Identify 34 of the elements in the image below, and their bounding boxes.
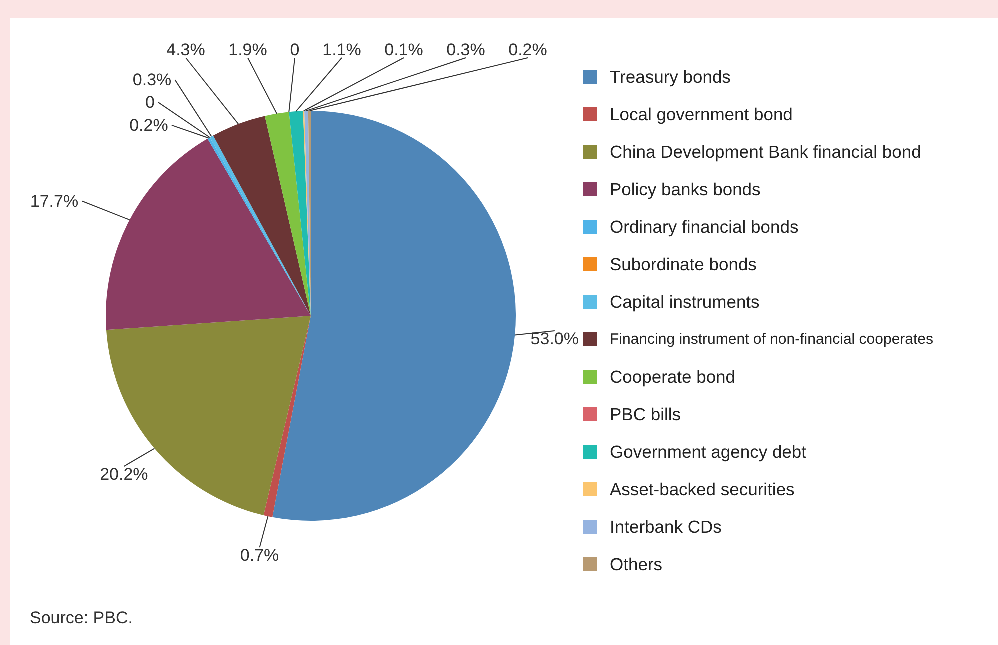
data-label: 53.0% <box>530 330 580 349</box>
legend-label: Local government bond <box>610 104 793 124</box>
data-label: 1.9% <box>228 40 268 60</box>
data-label: 1.1% <box>322 40 362 60</box>
legend-label: PBC bills <box>610 404 682 424</box>
legend-label: Cooperate bond <box>610 367 736 387</box>
pie-slice <box>265 112 311 316</box>
pie-slice <box>264 316 311 518</box>
data-label: 4.3% <box>166 40 206 60</box>
legend-label: Financing instrument of non-financial cooperates <box>610 331 934 348</box>
legend-label: Asset-backed securities <box>610 480 796 500</box>
legend-label: Subordinate bonds <box>610 254 758 274</box>
data-label: 0.2% <box>508 40 548 60</box>
legend-label: Government agency debt <box>610 442 807 462</box>
legend-label: Others <box>610 554 663 574</box>
data-label: 0.1% <box>384 40 424 60</box>
text: 0 <box>290 40 300 60</box>
legend-label: Policy banks bonds <box>610 180 762 200</box>
data-label: 0.2% <box>130 116 168 135</box>
text: 0 <box>146 92 156 112</box>
legend-label: Treasury bonds <box>610 67 732 87</box>
legend-label: Ordinary financial bonds <box>610 217 799 237</box>
pie-slice <box>289 111 311 316</box>
legend-label: Capital instruments <box>610 292 760 312</box>
data-label: 0.7% <box>240 546 280 566</box>
pie-slice <box>272 111 516 521</box>
source-note: Source: PBC. <box>30 608 133 628</box>
data-label: 0.3% <box>132 70 172 90</box>
legend-label: Interbank CDs <box>610 517 722 537</box>
pie-slice <box>106 138 311 330</box>
data-label: 17.7% <box>30 192 79 211</box>
data-label: 20.2% <box>100 465 148 484</box>
data-label: 0.3% <box>446 40 486 60</box>
legend-label: China Development Bank financial bond <box>610 142 922 162</box>
